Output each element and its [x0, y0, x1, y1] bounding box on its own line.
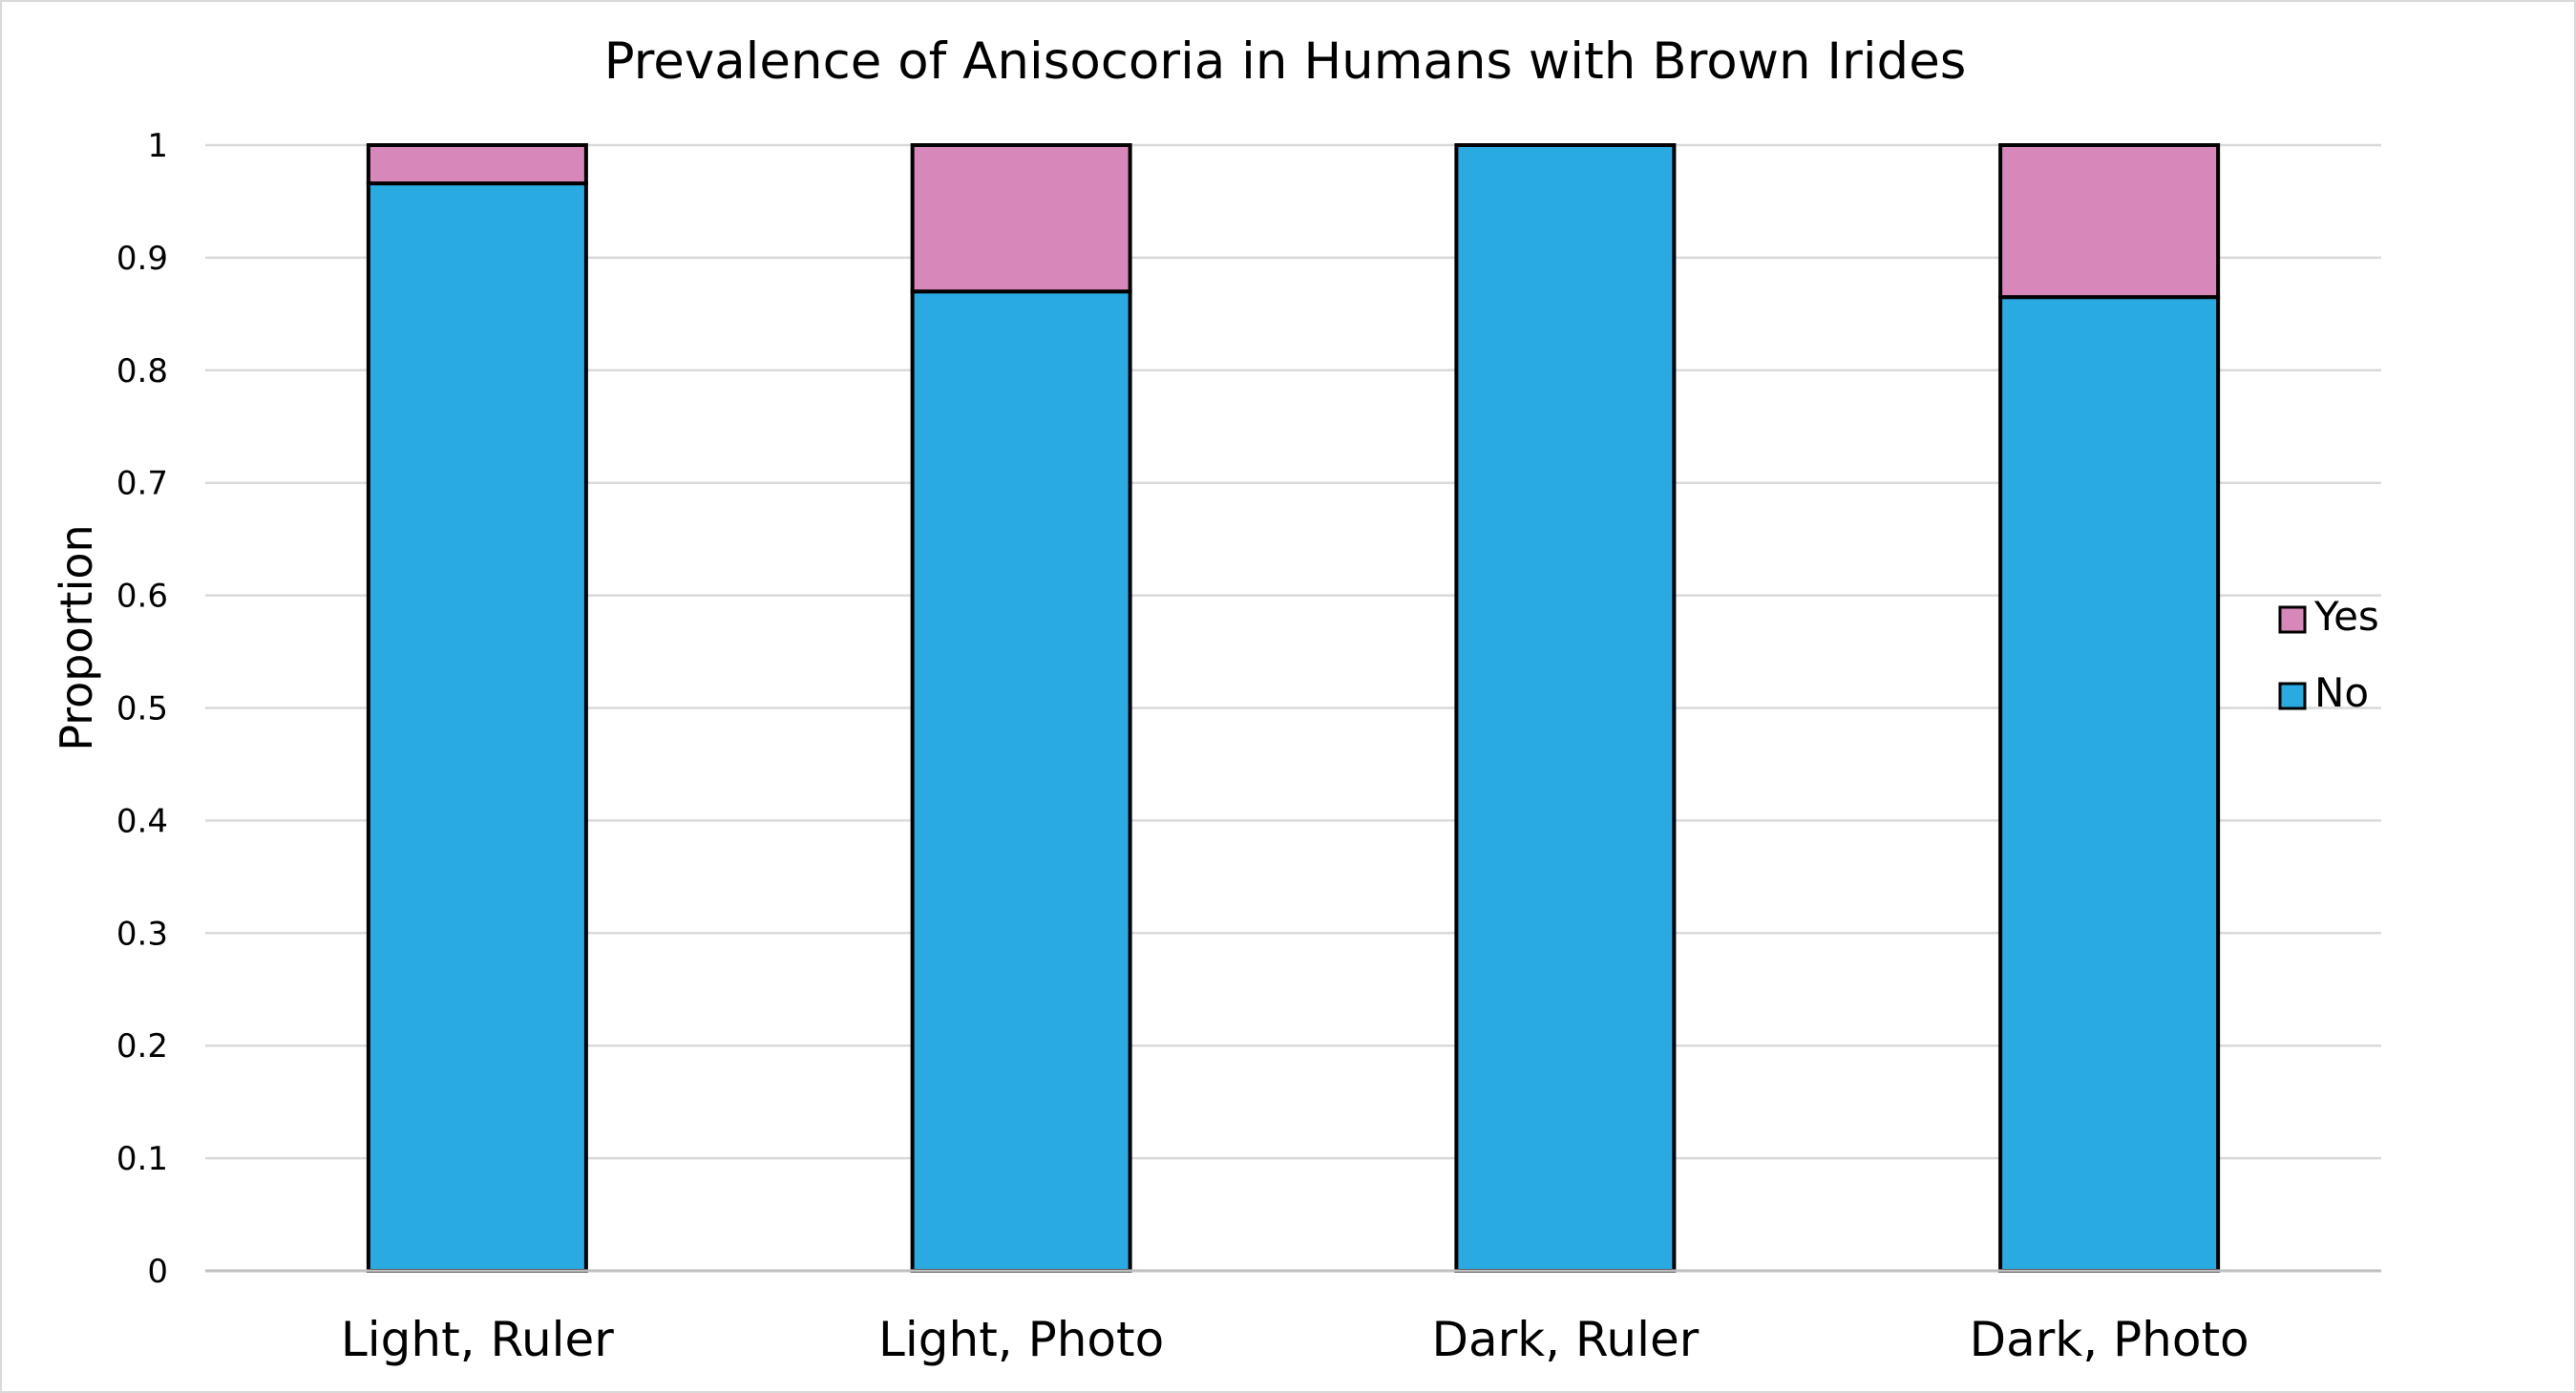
- bars: [366, 143, 2221, 1274]
- chart-title: Prevalence of Anisocoria in Humans with …: [604, 32, 1967, 91]
- y-axis-label: Proportion: [51, 524, 102, 750]
- bar-segment-no: [1998, 295, 2221, 1274]
- y-tick-label: 0.6: [116, 578, 168, 616]
- y-tick-label: 0.9: [116, 240, 168, 278]
- x-tick-label: Dark, Photo: [1970, 1312, 2249, 1367]
- bar-segment-no: [910, 289, 1132, 1273]
- y-tick-label: 0.5: [116, 690, 168, 728]
- legend-label-no: No: [2314, 669, 2369, 716]
- bar-segment-no: [366, 181, 588, 1273]
- legend-swatch-yes: [2278, 605, 2307, 634]
- legend-label-yes: Yes: [2313, 593, 2379, 640]
- y-tick-label: 0.4: [116, 802, 168, 840]
- legend: Yes No: [2278, 593, 2379, 716]
- y-tick-label: 0.1: [116, 1140, 168, 1178]
- x-tick-label: Light, Ruler: [341, 1312, 614, 1367]
- bar-segment-no: [1454, 143, 1677, 1273]
- x-tick-label: Dark, Ruler: [1431, 1312, 1699, 1367]
- y-tick-label: 1: [147, 127, 168, 165]
- legend-swatch-no: [2278, 682, 2307, 710]
- bar-segment-yes: [366, 143, 588, 186]
- y-tick-label: 0.7: [116, 465, 168, 503]
- x-axis-ticks: Light, Ruler Light, Photo Dark, Ruler Dark,…: [341, 1312, 2249, 1367]
- x-tick-label: Light, Photo: [878, 1312, 1164, 1367]
- y-tick-label: 0.2: [116, 1027, 168, 1066]
- y-axis-ticks: 0 0.1 0.2 0.3 0.4 0.5 0.6 0.7 0.8 0.9 1: [116, 127, 168, 1291]
- y-tick-label: 0: [147, 1253, 168, 1291]
- bar-segment-yes: [910, 143, 1132, 294]
- y-tick-label: 0.8: [116, 352, 168, 390]
- bar-segment-yes: [1998, 143, 2221, 300]
- y-tick-label: 0.3: [116, 915, 168, 953]
